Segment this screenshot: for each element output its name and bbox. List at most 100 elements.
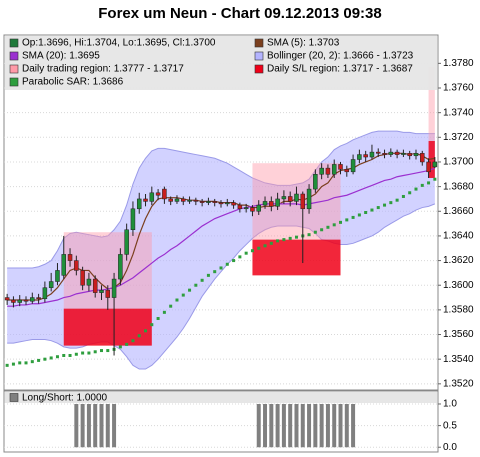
sar-dot <box>131 339 135 343</box>
candle-body <box>262 201 268 206</box>
y-tick-label: 1.3740 <box>443 107 474 118</box>
bar <box>344 403 349 448</box>
y-tick-label: 1.3660 <box>443 206 474 217</box>
candle-body <box>306 188 312 210</box>
bar <box>263 403 268 448</box>
bar <box>74 403 79 448</box>
sar-dot <box>93 350 97 354</box>
sar-dot <box>188 288 192 292</box>
sar-dot <box>433 177 437 181</box>
sar-dot <box>395 198 399 202</box>
sar-dot <box>55 355 59 359</box>
sar-dot <box>150 323 154 327</box>
candle-body <box>256 204 261 212</box>
candle-body <box>420 153 425 163</box>
indicator-line <box>7 167 436 307</box>
y-tick-label: 0.0 <box>443 442 457 453</box>
sar-dot <box>144 329 148 333</box>
candle-body <box>181 198 186 202</box>
candle-body <box>313 174 318 190</box>
candle-body <box>294 193 299 202</box>
y-tick-label: 1.3580 <box>443 305 474 316</box>
sar-dot <box>320 228 324 232</box>
sar-dot <box>357 213 361 217</box>
candle-body <box>350 159 356 173</box>
sar-dot <box>37 358 41 362</box>
candle-body <box>325 167 331 175</box>
candle-body <box>426 161 431 173</box>
candle-body <box>357 154 362 160</box>
bar <box>325 403 330 448</box>
candle-body <box>413 153 419 157</box>
legend-label: SMA (5): 1.3703 <box>267 38 340 49</box>
sar-dot <box>269 241 273 245</box>
bar <box>338 403 343 448</box>
sar-dot <box>162 310 166 314</box>
sar-dot <box>288 236 292 240</box>
legend-label: Bollinger (20, 2): 1.3666 - 1.3723 <box>267 51 414 62</box>
candle-body <box>105 289 111 298</box>
candle-body <box>23 299 29 302</box>
sar-dot <box>263 244 267 248</box>
bar <box>93 403 98 448</box>
candle-body <box>118 254 123 280</box>
sar-dot <box>276 239 280 243</box>
bar <box>256 403 261 448</box>
sar-dot <box>175 298 179 302</box>
sar-dot <box>345 218 349 222</box>
sar-dot <box>313 230 317 234</box>
candle-body <box>231 202 236 206</box>
sar-dot <box>18 361 22 365</box>
candle-body <box>11 299 16 303</box>
candle-body <box>67 254 73 261</box>
legend-box <box>5 392 437 403</box>
candle-body <box>243 207 249 210</box>
legend-label: Daily S/L region: 1.3717 - 1.3687 <box>267 64 413 75</box>
y-tick-label: 1.3600 <box>443 280 474 291</box>
candle-body <box>61 254 67 276</box>
legend-swatch <box>254 51 264 61</box>
chart-title: Forex um Neun - Chart 09.12.2013 09:38 <box>98 5 381 22</box>
sar-dot <box>307 233 311 237</box>
candle-body <box>155 192 161 196</box>
candle-body <box>174 198 180 202</box>
legend-label: Long/Short: 1.0000 <box>22 393 108 404</box>
candle-body <box>99 289 104 293</box>
sar-dot <box>244 251 248 255</box>
candle-body <box>225 202 230 205</box>
sar-dot <box>408 191 412 195</box>
candle-body <box>74 260 79 271</box>
sar-dot <box>219 266 223 270</box>
sar-dot <box>370 208 374 212</box>
bar <box>99 403 104 448</box>
sar-dot <box>389 201 393 205</box>
candle-body <box>300 193 306 210</box>
legend-swatch <box>254 38 264 48</box>
candle-body <box>319 167 324 175</box>
candle-body <box>269 201 274 207</box>
y-tick-label: 1.3640 <box>443 231 474 242</box>
legend-box <box>5 36 437 90</box>
legend-label: Daily trading region: 1.3777 - 1.3717 <box>22 64 184 75</box>
sar-dot <box>250 249 254 253</box>
legend-swatch <box>9 38 19 48</box>
bar <box>351 403 356 448</box>
sar-dot <box>351 215 355 219</box>
bar <box>332 403 337 448</box>
legend-label: Op:1.3696, Hi:1.3704, Lo:1.3695, Cl:1.37… <box>22 38 216 49</box>
candle-body <box>394 151 400 155</box>
bar <box>300 403 305 448</box>
sar-dot <box>169 304 173 308</box>
sar-dot <box>232 259 236 263</box>
candle-body <box>193 199 199 202</box>
bar <box>288 403 293 448</box>
sar-dot <box>238 255 242 259</box>
sar-dot <box>62 353 66 357</box>
bar <box>294 403 299 448</box>
y-tick-label: 1.3560 <box>443 329 474 340</box>
sar-dot <box>414 187 418 191</box>
bar <box>269 403 274 448</box>
candle-body <box>237 204 243 210</box>
candle-body <box>250 207 255 212</box>
